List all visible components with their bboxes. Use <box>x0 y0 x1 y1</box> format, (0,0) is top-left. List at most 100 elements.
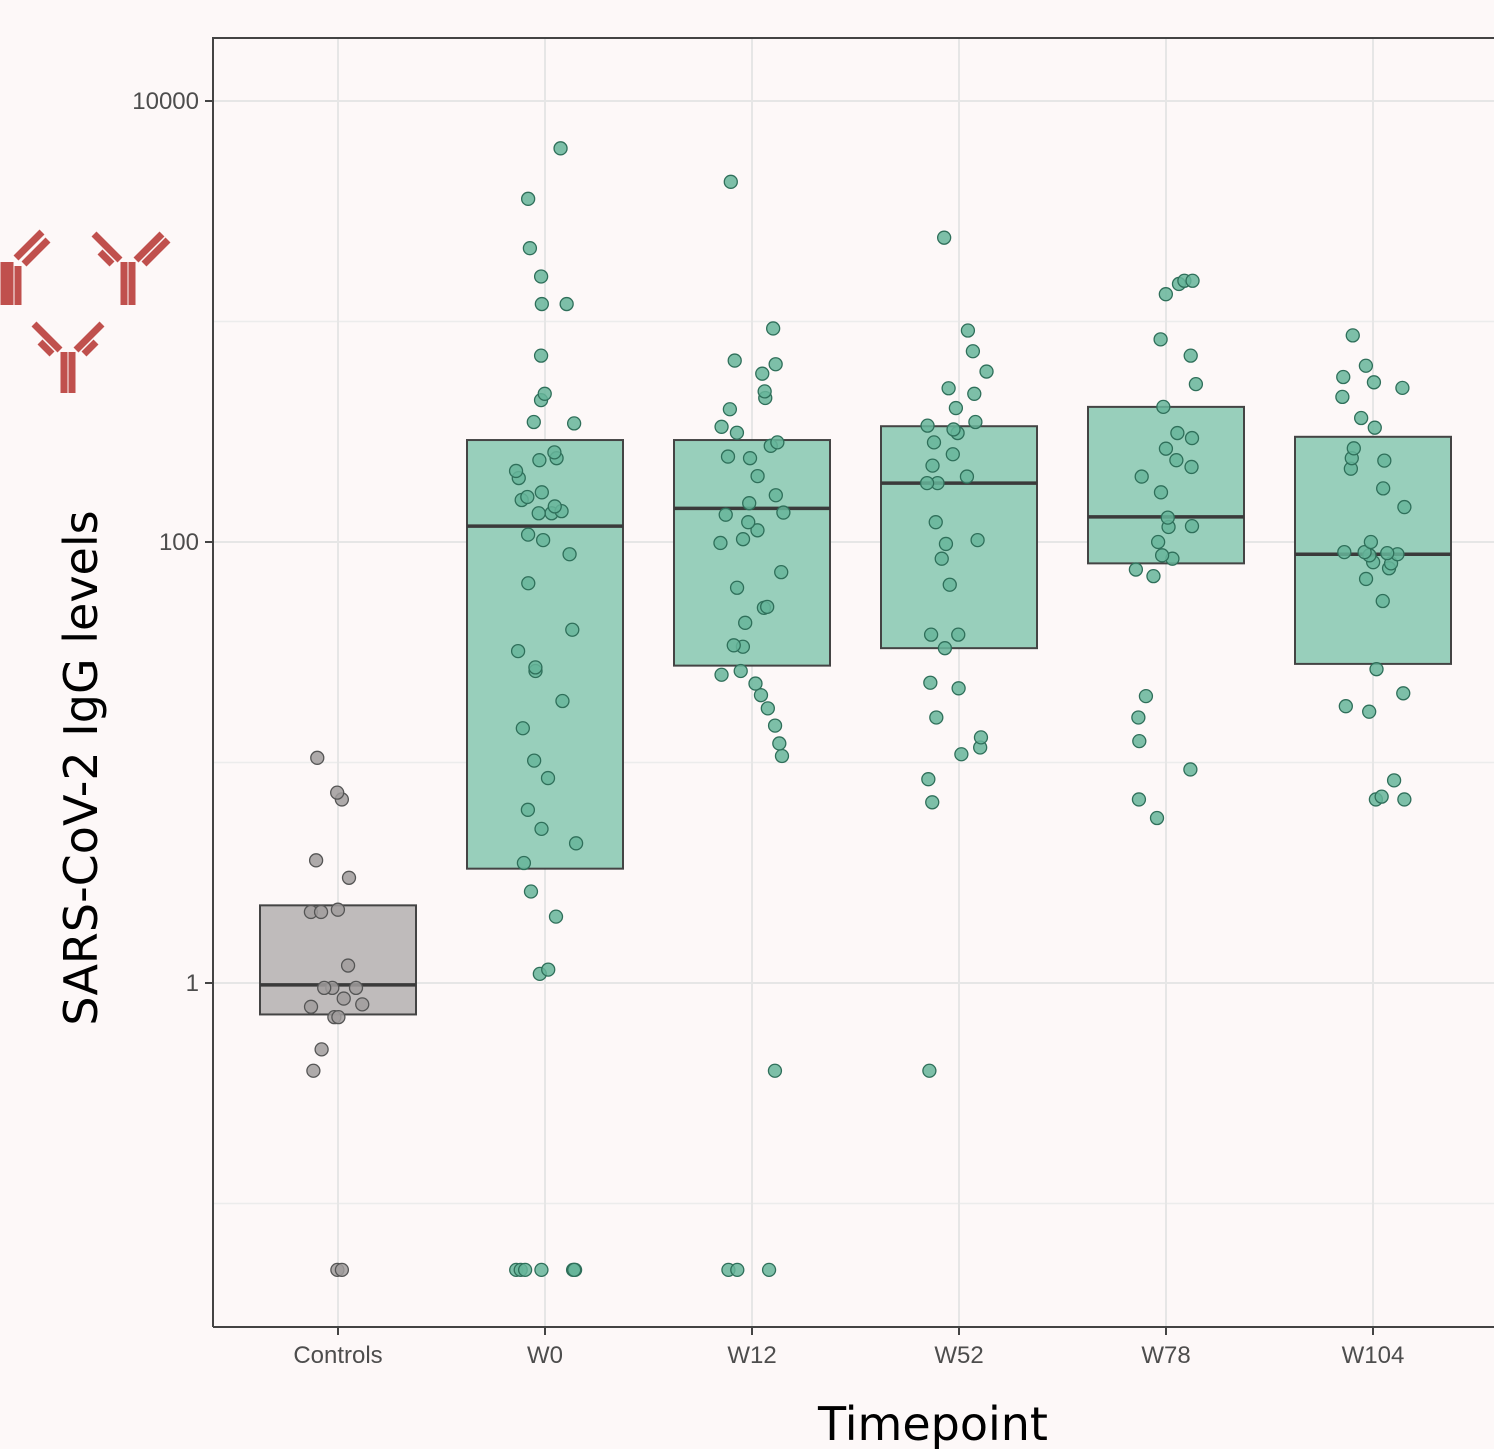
data-point <box>331 1010 346 1025</box>
data-point <box>761 1262 777 1278</box>
data-point <box>1128 562 1144 577</box>
data-point <box>341 870 357 885</box>
data-point <box>968 414 983 430</box>
data-point <box>760 701 775 716</box>
data-point <box>1397 499 1412 515</box>
data-point <box>1354 410 1369 426</box>
data-point <box>355 997 370 1012</box>
data-point <box>757 384 772 399</box>
data-point <box>533 348 549 363</box>
data-point <box>1158 441 1174 456</box>
antibody-icon-right <box>91 231 171 305</box>
data-point <box>1156 399 1171 415</box>
data-point <box>508 463 524 479</box>
data-point <box>313 904 329 920</box>
data-point <box>748 676 763 691</box>
data-point <box>733 663 748 679</box>
data-point <box>718 507 733 522</box>
data-point <box>750 468 765 484</box>
data-point <box>1346 441 1361 456</box>
data-point <box>520 191 536 206</box>
data-point <box>967 386 982 401</box>
data-point <box>753 688 769 703</box>
data-point <box>919 475 935 491</box>
data-point <box>533 269 549 284</box>
data-point <box>735 532 751 547</box>
data-point <box>334 1262 350 1278</box>
data-point <box>1375 593 1390 609</box>
data-point <box>1158 287 1173 302</box>
data-point <box>534 1262 549 1278</box>
data-point <box>714 419 729 434</box>
data-point <box>531 506 546 521</box>
data-point <box>926 435 942 450</box>
data-point <box>741 515 756 530</box>
data-point <box>770 435 785 450</box>
data-point <box>722 402 738 417</box>
data-point <box>547 445 562 460</box>
data-point <box>1153 485 1169 500</box>
data-point <box>921 772 936 787</box>
data-point <box>713 535 728 551</box>
data-point <box>1154 548 1170 563</box>
data-point <box>936 230 952 245</box>
data-point <box>1397 792 1412 807</box>
data-point <box>1374 789 1389 804</box>
data-point <box>547 499 562 514</box>
data-point <box>515 721 530 736</box>
data-point <box>1369 662 1384 677</box>
y-axis-ticks: 1 100 10000 <box>132 88 213 997</box>
data-point <box>330 785 345 800</box>
data-point <box>1131 792 1147 807</box>
data-point <box>1170 425 1185 441</box>
data-point <box>954 747 969 762</box>
data-point <box>1183 762 1198 777</box>
data-point <box>535 532 551 548</box>
data-point <box>566 416 582 431</box>
y-tick-label: 10000 <box>132 88 199 115</box>
data-point <box>938 536 954 552</box>
data-point <box>920 418 935 433</box>
antibody-icon <box>0 229 171 393</box>
x-axis-ticks: Controls W0 W12 W52 W78 W104 <box>293 1327 1404 1369</box>
data-point <box>1160 510 1175 525</box>
data-point <box>522 241 538 256</box>
data-point <box>1335 389 1350 405</box>
data-point <box>567 1262 582 1278</box>
data-point <box>1183 348 1198 363</box>
data-point <box>541 962 556 977</box>
data-point <box>726 638 741 653</box>
data-point <box>1367 420 1382 435</box>
x-tick-label: W12 <box>727 1342 776 1369</box>
data-point <box>945 447 960 462</box>
data-point <box>1184 430 1200 446</box>
data-point <box>766 321 781 336</box>
x-tick-label: W104 <box>1342 1342 1405 1369</box>
data-point <box>336 991 351 1006</box>
data-point <box>1362 704 1377 719</box>
data-point <box>948 400 964 416</box>
y-axis-title: SARS-CoV-2 IgG levels <box>54 510 108 1025</box>
data-point <box>923 675 938 690</box>
data-point <box>1386 773 1402 788</box>
data-point <box>929 710 944 725</box>
y-tick-label: 1 <box>186 970 199 997</box>
data-point <box>760 599 775 615</box>
data-point <box>774 564 789 580</box>
data-point <box>1149 810 1165 826</box>
data-point <box>548 909 564 924</box>
data-points <box>303 141 1412 1278</box>
data-point <box>510 643 526 659</box>
box-w78 <box>1087 405 1245 565</box>
data-point <box>755 366 770 381</box>
data-point <box>970 532 985 548</box>
data-point <box>1337 544 1352 560</box>
data-point <box>526 414 541 430</box>
data-point <box>776 505 791 520</box>
data-point <box>1345 328 1360 343</box>
data-point <box>1338 699 1353 714</box>
data-point <box>1188 376 1204 392</box>
data-point <box>960 323 976 338</box>
data-point <box>973 730 989 745</box>
